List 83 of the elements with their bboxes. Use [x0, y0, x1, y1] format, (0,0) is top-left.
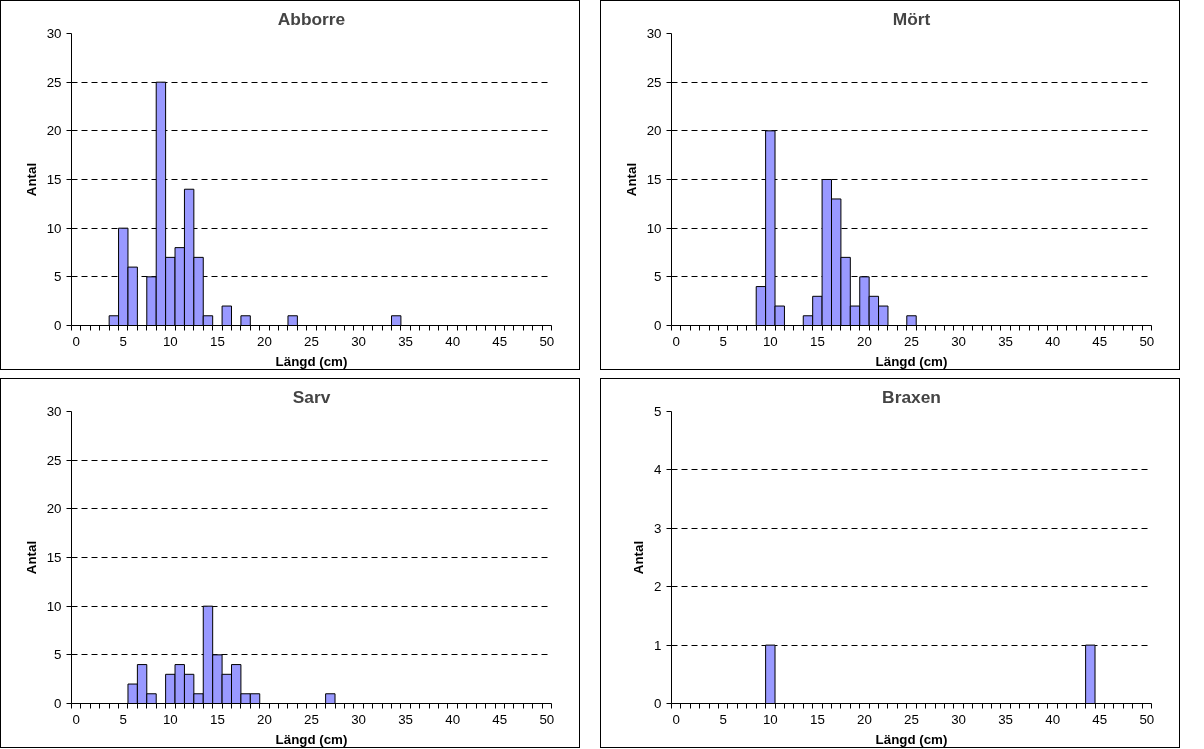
y-tick-label: 10: [646, 220, 662, 236]
y-tick-label: 10: [46, 598, 62, 614]
x-tick-label: 40: [1045, 711, 1061, 727]
x-tick-label: 5: [719, 333, 727, 349]
y-tick-label: 15: [646, 172, 662, 187]
x-tick-label: 35: [398, 711, 414, 727]
x-tick-label: 5: [119, 711, 127, 727]
x-tick-label: 0: [72, 333, 80, 349]
chart-title: Braxen: [882, 386, 941, 407]
y-tick-label: 30: [46, 26, 62, 41]
x-tick-label: 10: [762, 333, 778, 349]
x-tick-label: 40: [1045, 333, 1061, 349]
x-tick-label: 50: [539, 333, 555, 349]
x-tick-label: 15: [209, 711, 225, 727]
x-tick-label: 50: [539, 711, 555, 727]
x-axis-title: Längd (cm): [275, 731, 348, 747]
x-tick-label: 50: [1139, 711, 1155, 727]
x-tick-label: 0: [672, 711, 680, 727]
y-axis-title: Antal: [623, 162, 639, 197]
x-tick-label: 25: [304, 711, 319, 727]
y-axis-title: Antal: [631, 540, 647, 575]
x-tick-label: 45: [492, 711, 508, 727]
x-tick-label: 35: [998, 333, 1014, 349]
x-tick-label: 25: [304, 333, 319, 349]
x-tick-label: 10: [762, 711, 778, 727]
y-tick-label: 5: [654, 269, 662, 285]
y-tick-label: 0: [54, 696, 62, 711]
x-tick-label: 20: [257, 333, 272, 349]
y-tick-label: 30: [46, 404, 62, 419]
x-tick-label: 30: [351, 711, 366, 727]
y-tick-label: 1: [654, 637, 662, 653]
y-axis-title: Antal: [23, 162, 39, 197]
x-axis-title: Längd (cm): [875, 353, 948, 369]
y-tick-label: 0: [654, 318, 662, 333]
y-tick-label: 4: [654, 462, 663, 478]
x-tick-label: 45: [1092, 333, 1108, 349]
x-tick-label: 15: [209, 333, 225, 349]
x-axis-title: Längd (cm): [875, 731, 948, 747]
x-tick-label: 25: [904, 711, 919, 727]
x-tick-label: 40: [445, 333, 461, 349]
x-tick-label: 30: [351, 333, 366, 349]
y-tick-label: 5: [54, 269, 62, 285]
x-tick-label: 30: [951, 333, 966, 349]
x-tick-label: 10: [162, 333, 178, 349]
y-tick-label: 3: [654, 520, 662, 536]
x-tick-label: 5: [119, 333, 127, 349]
y-tick-label: 20: [646, 123, 662, 139]
x-tick-label: 45: [492, 333, 508, 349]
x-tick-label: 35: [398, 333, 414, 349]
x-tick-label: 0: [672, 333, 680, 349]
x-tick-label: 5: [719, 711, 727, 727]
y-tick-label: 5: [54, 647, 62, 663]
x-tick-label: 15: [809, 711, 825, 727]
x-axis-title: Längd (cm): [275, 353, 348, 369]
y-tick-label: 2: [654, 579, 662, 595]
y-tick-label: 20: [46, 501, 62, 517]
x-tick-label: 45: [1092, 711, 1108, 727]
x-tick-label: 25: [904, 333, 919, 349]
y-tick-label: 5: [654, 404, 662, 419]
chart-title: Abborre: [277, 8, 346, 29]
x-tick-label: 15: [809, 333, 825, 349]
y-tick-label: 25: [646, 74, 662, 90]
y-tick-label: 25: [46, 74, 62, 90]
y-tick-label: 0: [54, 318, 62, 333]
y-tick-label: 10: [46, 220, 62, 236]
x-tick-label: 0: [72, 711, 80, 727]
y-axis-title: Antal: [23, 540, 39, 575]
x-tick-label: 10: [162, 711, 178, 727]
x-tick-label: 30: [951, 711, 966, 727]
x-tick-label: 35: [998, 711, 1014, 727]
y-tick-label: 30: [646, 26, 662, 41]
x-tick-label: 40: [445, 711, 461, 727]
chart-title: Mört: [892, 8, 931, 29]
x-tick-label: 20: [857, 711, 872, 727]
y-tick-label: 20: [46, 123, 62, 139]
y-tick-label: 15: [46, 172, 62, 187]
x-tick-label: 20: [257, 711, 272, 727]
y-tick-label: 0: [654, 696, 662, 711]
x-tick-label: 50: [1139, 333, 1155, 349]
chart-title: Sarv: [292, 386, 331, 407]
y-tick-label: 25: [46, 452, 62, 468]
x-tick-label: 20: [857, 333, 872, 349]
y-tick-label: 15: [46, 550, 62, 565]
